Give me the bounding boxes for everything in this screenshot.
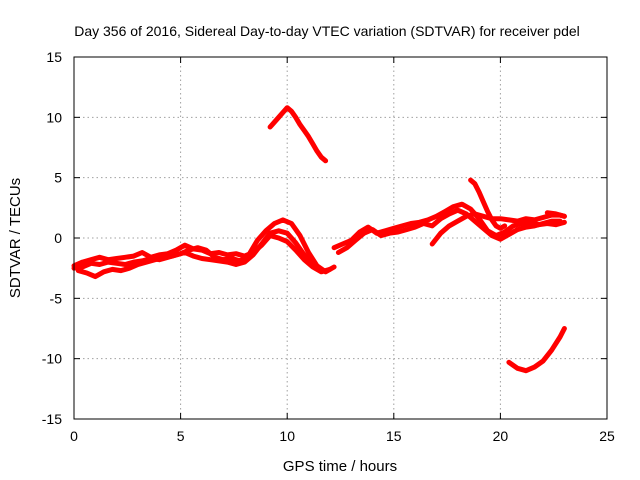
chart-title: Day 356 of 2016, Sidereal Day-to-day VTE… (74, 23, 580, 39)
y-axis-label: SDTVAR / TECUs (7, 178, 24, 298)
series-line-7 (468, 177, 508, 231)
series-line-6 (429, 211, 567, 247)
series-layer (71, 105, 567, 374)
y-tick-label: -15 (42, 411, 62, 427)
x-tick-label: 10 (279, 428, 295, 444)
y-tick-label: 0 (54, 230, 62, 246)
y-tick-label: 10 (46, 109, 62, 125)
y-tick-label: 5 (54, 170, 62, 186)
y-tick-label: -5 (50, 290, 63, 306)
series-line-9 (267, 105, 329, 164)
y-tick-label: -10 (42, 351, 62, 367)
x-tick-label: 5 (177, 428, 185, 444)
series-line-2 (71, 228, 324, 272)
ticks: 0 5 10 15 20 25 -15 -10 -5 0 5 10 15 (42, 49, 615, 444)
x-tick-label: 25 (599, 428, 615, 444)
series-line-3 (75, 217, 337, 280)
grid (74, 57, 607, 419)
x-tick-label: 0 (70, 428, 78, 444)
x-tick-label: 20 (493, 428, 509, 444)
x-tick-label: 15 (386, 428, 402, 444)
series-line-8 (544, 210, 567, 219)
x-axis-label: GPS time / hours (283, 458, 397, 475)
series-line-10 (506, 326, 567, 374)
y-tick-label: 15 (46, 49, 62, 65)
series-line-5 (335, 207, 563, 255)
